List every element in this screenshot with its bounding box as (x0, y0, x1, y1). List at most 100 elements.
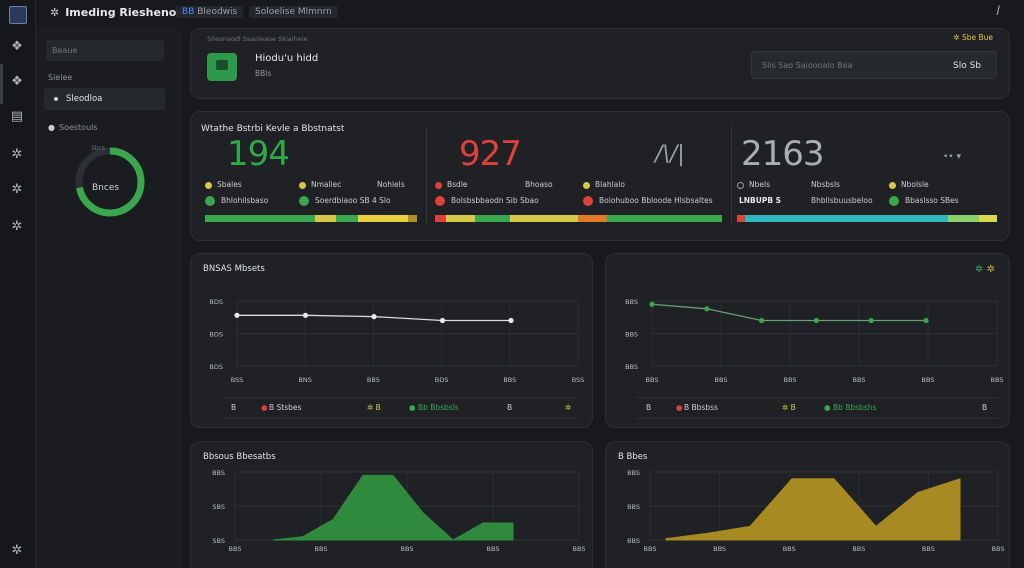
gear-icon: ✲ (50, 6, 60, 19)
data-point (371, 314, 377, 320)
progress-segment (336, 215, 358, 222)
stat-1-label-a: Sbales (205, 180, 242, 189)
stat-1-dot-a: Bhlohilsbaso (205, 196, 268, 206)
data-point (234, 312, 240, 318)
breadcrumb-accent: BB (182, 7, 195, 17)
stat-3-menu-icon[interactable]: •• ▾ (943, 152, 961, 162)
x-tick-label: BSS (231, 376, 244, 384)
status-badge[interactable]: ✲ Sbe Bue (953, 33, 993, 42)
progress-segment (435, 215, 447, 222)
legend-item: B (646, 403, 652, 412)
x-tick-label: BBS (503, 376, 516, 384)
line-chart-card-2: ✲ ✲ BBS BBS BBS BBS BBS BBS BBS BBS BBS B ● B Bb… (605, 253, 1010, 428)
stat-3-dot-a-lead: LNBUPB S (739, 196, 782, 205)
app-logo-icon[interactable] (9, 6, 27, 24)
area-fill (272, 474, 514, 541)
series-line (651, 303, 926, 322)
progress-segment (607, 215, 722, 222)
stat-3-dot-c-text: Bbaslsso SBes (905, 196, 959, 205)
area-chart-card-1: Bbsous Bbesatbs BBS SBS SBS BBS BBS BBS BBS BBS (190, 441, 593, 568)
chart-settings-icon[interactable]: ✲ ✲ (975, 264, 995, 275)
x-tick-label: BNS (298, 376, 311, 384)
cog-icon[interactable]: ✲ (11, 181, 23, 197)
legend-item: B (982, 403, 988, 412)
x-tick-label: BDS (435, 376, 449, 384)
status-icon (737, 181, 744, 189)
legend-item-text: B (375, 403, 381, 412)
area-chart-card-2: B Bbes BBS BBS BBS BBS BBS BBS BBS BBS BBS (605, 441, 1010, 568)
header-subtitle: Sileonaodl Ssaoleaoe Skiaiheie (207, 35, 308, 43)
status-icon (583, 181, 590, 189)
y-tick-label: BDS (209, 363, 223, 371)
user-menu-icon[interactable]: 𝐼 (996, 4, 1000, 19)
x-tick-label: BBS (367, 376, 380, 384)
dot-icon (299, 196, 309, 206)
stat-1-dot-b: Soerdbiaoo SB 4 Slo (299, 196, 391, 206)
legend-item-text: B (790, 403, 796, 412)
legend-item: B Bbsbss (684, 403, 718, 412)
stat-1-dot-b-text: Soerdbiaoo (315, 196, 358, 205)
progress-segment (205, 215, 316, 222)
x-tick-label: BBS (229, 545, 242, 553)
dot-icon (205, 196, 215, 206)
breadcrumb-1[interactable]: BB Bleodwis (176, 6, 244, 18)
status-badge-text: Sbe Bue (961, 33, 993, 42)
rail-active-indicator (0, 64, 3, 104)
progress-segment (947, 215, 979, 222)
data-point (759, 317, 765, 324)
y-tick-label: SBS (212, 537, 225, 545)
bottom-gear-icon[interactable]: ✲ (11, 542, 23, 558)
stat-2-dot-b: Boiohuboo Bbloode Hlsbsaltes (583, 196, 713, 206)
progress-segment (357, 215, 409, 222)
gear-icon[interactable]: ✲ (11, 218, 23, 234)
stats-card: Wtathe Bstrbi Kevle a Bbstnatst 194 Sbal… (190, 111, 1010, 241)
legend-item: B (231, 403, 237, 412)
status-icon (205, 181, 212, 189)
line-chart-2: BBS BBS BBS BBS BBS BBS BBS BBS BBS (625, 298, 1003, 384)
y-tick-label: BBS (627, 537, 640, 545)
progress-bar-3 (737, 215, 997, 222)
data-point (868, 317, 874, 324)
x-tick-label: BBS (922, 376, 935, 384)
stat-2-dot-a-text: Bolsbsbbaodn (451, 196, 504, 205)
stat-1-label-a-text: Sbales (217, 180, 242, 189)
x-tick-label: BBS (573, 545, 586, 553)
legend-item-text: Bb Bbsbshs (832, 403, 877, 412)
stats-title: Wtathe Bstrbi Kevle a Bbstnatst (201, 124, 345, 134)
progress-segment (744, 215, 948, 222)
y-tick-label: BDS (209, 298, 223, 306)
gauge-arc (75, 147, 145, 217)
profile-header-card: Sileonaodl Ssaoleaoe Skiaiheie Hiodu'u h… (190, 28, 1010, 99)
y-tick-label: BBS (625, 298, 638, 306)
sidebar-item-active[interactable]: Sleodloa (44, 88, 165, 110)
breadcrumb-1-text: Bleodwis (197, 7, 238, 17)
x-tick-label: BBS (713, 545, 726, 553)
progress-bar-1 (205, 215, 417, 222)
line-chart-1-title: BNSAS Mbsets (203, 264, 265, 274)
x-tick-label: BBS (715, 376, 728, 384)
grid-icon[interactable]: ❖ (11, 38, 23, 54)
settings-icon[interactable]: ✲ (11, 146, 23, 162)
box-icon[interactable]: ❖ (11, 73, 23, 89)
avatar[interactable] (207, 53, 237, 81)
sidebar-section-label: Sielee (48, 73, 73, 82)
legend-item: ● (261, 403, 268, 412)
sidebar: Sielee Sleodloa ●Soestouls Sbcs Bnces (36, 26, 182, 568)
legend-item: ● (676, 403, 683, 412)
legend-item: ✲ B (782, 403, 796, 412)
sidebar-search-input[interactable] (46, 40, 164, 61)
profile-name: Hiodu'u hidd (255, 53, 319, 64)
stat-2-label-c: Blahlalo (583, 180, 625, 189)
stat-3-label-c-text: Nbolsle (901, 180, 929, 189)
breadcrumb-2[interactable]: Soloelise Mlmnrn (249, 6, 338, 18)
gauge-small-label: Sbcs (91, 145, 106, 152)
status-icon (299, 181, 306, 189)
y-tick-label: BBS (625, 363, 638, 371)
header-input[interactable] (751, 51, 997, 79)
stat-value-1: 194 (227, 134, 290, 174)
status-icon (889, 181, 896, 189)
area-fill (665, 478, 961, 541)
profile-role: BBls (255, 69, 272, 78)
calendar-icon[interactable]: ▤ (10, 108, 24, 124)
legend-item-text: Bb Bbsbsls (417, 403, 459, 412)
